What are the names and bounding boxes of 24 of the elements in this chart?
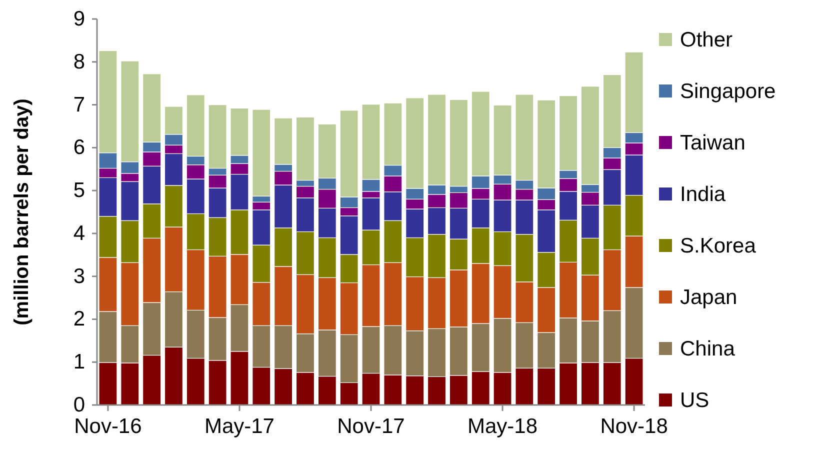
- legend-label: S.Korea: [680, 234, 756, 258]
- legend-label: China: [680, 338, 736, 360]
- legend-label: US: [680, 389, 710, 412]
- legend-label: Other: [680, 28, 733, 52]
- legend-label: Japan: [680, 286, 738, 309]
- y-tick-label: 6: [73, 136, 85, 160]
- y-tick-label: 7: [73, 93, 85, 116]
- y-tick-label: 8: [73, 50, 85, 74]
- x-tick-label: May-18: [468, 415, 538, 438]
- y-tick-label: 3: [73, 264, 85, 288]
- x-tick-label: Nov-16: [74, 415, 142, 438]
- y-tick-label: 9: [73, 8, 85, 30]
- y-tick-label: 0: [73, 394, 85, 416]
- x-tick-label: Nov-17: [337, 415, 405, 438]
- y-tick-label: 5: [73, 179, 85, 202]
- y-tick-label: 1: [73, 350, 85, 374]
- x-tick-label: Nov-18: [600, 415, 668, 438]
- x-tick-label: May-17: [204, 415, 274, 438]
- legend-label: India: [680, 183, 726, 206]
- y-tick-label: 2: [73, 308, 85, 331]
- y-tick-label: 4: [73, 222, 86, 245]
- legend-label: Singapore: [680, 80, 776, 103]
- y-axis-title: (million barrels per day): [11, 98, 33, 326]
- legend-label: Taiwan: [680, 132, 746, 154]
